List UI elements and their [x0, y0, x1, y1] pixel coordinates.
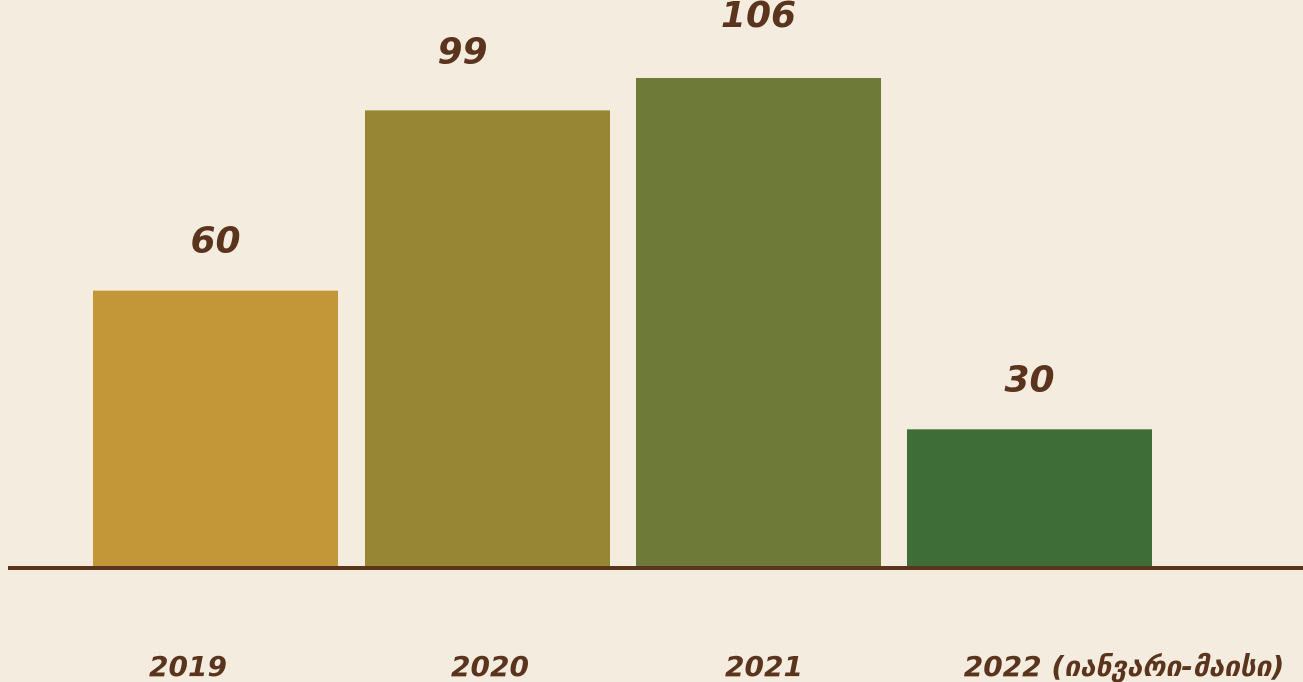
- x-tick-label-2021: 2021: [725, 650, 803, 682]
- x-tick-label-2019: 2019: [149, 650, 227, 682]
- bar-2021: [636, 78, 881, 568]
- data-label-2019: 60: [190, 221, 240, 262]
- value-labels-group: 60 99 106 30: [190, 0, 1054, 400]
- bar-2020: [365, 110, 610, 568]
- data-label-2022-january-may: 30: [1004, 359, 1054, 400]
- bar-2019: [93, 290, 338, 568]
- x-axis-tick-labels-group: 2019 2020 2021 2022 (იანვარი-მაისი): [149, 650, 1284, 682]
- bar-2022-january-may: [907, 429, 1152, 568]
- data-label-2020: 99: [437, 31, 487, 72]
- data-label-2021: 106: [721, 0, 796, 36]
- x-tick-label-2022-january-may: 2022 (იანვარი-მაისი): [964, 650, 1285, 682]
- bars-group: [93, 78, 1152, 568]
- x-tick-label-2020: 2020: [451, 650, 529, 682]
